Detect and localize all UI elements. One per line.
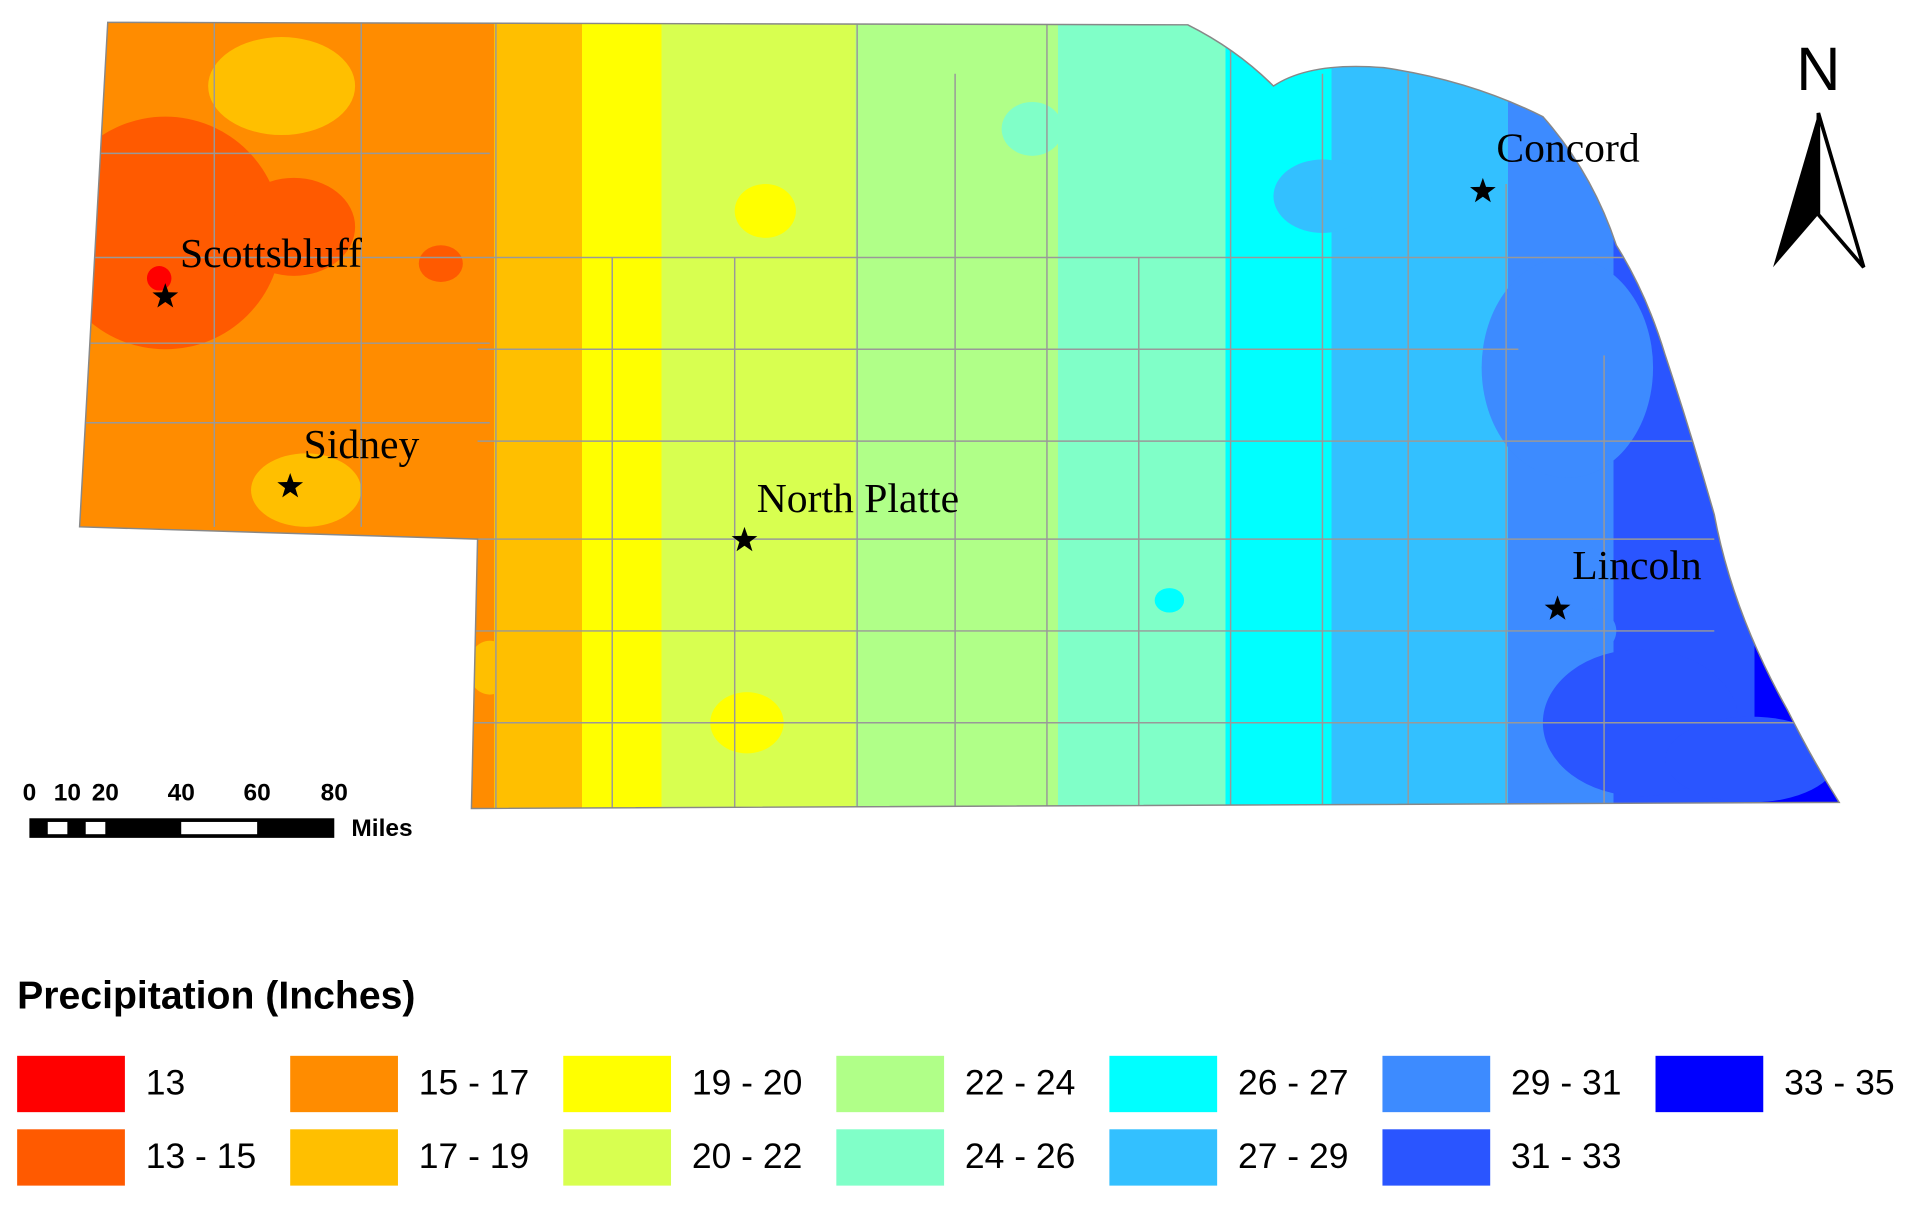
- legend-label: 29 - 31: [1511, 1063, 1622, 1103]
- precip-patch: [232, 177, 356, 276]
- legend-swatch: [17, 1129, 125, 1186]
- city-label: Scottsbluff: [180, 231, 362, 277]
- legend-swatch: [563, 1129, 672, 1186]
- scale-tick-label: 40: [168, 779, 195, 806]
- scale-tick-label: 60: [244, 779, 271, 806]
- county-lines: [79, 22, 1813, 809]
- city-label: Sidney: [304, 422, 420, 468]
- legend-swatch: [290, 1055, 398, 1113]
- precip-patch: [1481, 257, 1654, 478]
- scale-tick-label: 10: [54, 779, 81, 806]
- north-arrow: N: [1773, 35, 1866, 269]
- legend-label: 22 - 24: [965, 1063, 1076, 1103]
- state-outline: [78, 21, 1841, 810]
- city-star: [277, 472, 304, 498]
- arrow-left: [1773, 112, 1819, 268]
- arrow-right: [1816, 112, 1866, 269]
- legend-swatch: [563, 1055, 672, 1113]
- legend-label: 33 - 35: [1784, 1063, 1895, 1103]
- scale-unit: Miles: [351, 815, 412, 842]
- legend-swatch: [836, 1129, 945, 1186]
- legend-label: 27 - 29: [1238, 1136, 1349, 1176]
- precip-patch: [79, 116, 282, 350]
- scale-segment: [47, 821, 68, 835]
- legend-label: 31 - 33: [1511, 1136, 1622, 1176]
- scale-segment: [181, 821, 258, 835]
- scale-tick-label: 0: [23, 779, 37, 806]
- legend-label: 19 - 20: [692, 1063, 803, 1103]
- legend-label: 13: [146, 1063, 185, 1103]
- legend-swatch: [290, 1129, 398, 1186]
- precip-patch: [1001, 101, 1063, 156]
- legend-label: 17 - 19: [419, 1136, 530, 1176]
- legend-swatch: [1109, 1129, 1218, 1186]
- legend: 13 13 - 15 15 - 17 17 - 19 19 - 20 20 - 22 22 …: [17, 1055, 1895, 1186]
- legend-label: 13 - 15: [146, 1136, 257, 1176]
- city-star: [731, 526, 758, 552]
- legend-swatch: [836, 1055, 945, 1113]
- legend-title: Precipitation (Inches): [17, 975, 415, 1018]
- city-star: [152, 283, 179, 308]
- city-label: Lincoln: [1572, 543, 1702, 589]
- city-label: Concord: [1496, 126, 1640, 172]
- precip-patch: [418, 245, 463, 282]
- scale-tick-label: 80: [321, 779, 348, 806]
- precip-patch: [251, 453, 362, 527]
- legend-label: 26 - 27: [1238, 1063, 1349, 1103]
- legend-label: 15 - 17: [419, 1063, 530, 1103]
- precip-patch: [467, 640, 512, 695]
- precip-patch: [1665, 716, 1837, 803]
- legend-swatch: [1655, 1055, 1764, 1113]
- precip-patch: [1154, 588, 1185, 613]
- legend-label: 20 - 22: [692, 1136, 803, 1176]
- precip-patch: [146, 266, 172, 291]
- precip-patch: [734, 183, 796, 238]
- precip-patch: [208, 37, 356, 136]
- scale-segment: [85, 821, 106, 835]
- scale-tick-label: 20: [92, 779, 119, 806]
- north-label: N: [1796, 35, 1840, 103]
- legend-swatch: [1382, 1129, 1491, 1186]
- city-label: North Platte: [757, 476, 959, 522]
- city-star: [1544, 595, 1571, 620]
- legend-swatch: [1109, 1055, 1218, 1113]
- legend-label: 24 - 26: [965, 1136, 1076, 1176]
- legend-swatch: [17, 1055, 125, 1113]
- city-star: [1470, 177, 1496, 203]
- legend-swatch: [1382, 1055, 1491, 1113]
